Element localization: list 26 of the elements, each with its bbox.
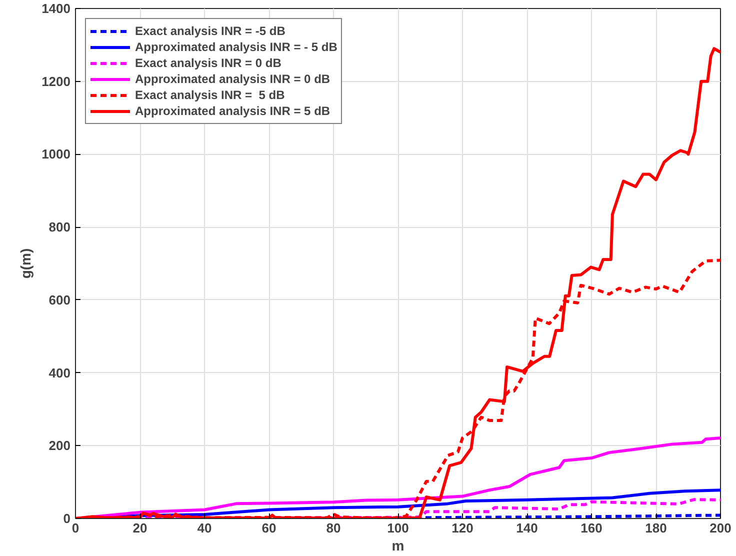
y-tick-label: 1000 xyxy=(42,146,70,162)
y-tick-label: 400 xyxy=(48,365,71,380)
y-tick-label: 1400 xyxy=(42,1,70,16)
y-axis-title: g(m) xyxy=(18,248,34,279)
legend-label: Approximated analysis INR = 0 dB xyxy=(135,72,330,86)
legend-label: Exact analysis INR = -5 dB xyxy=(135,24,286,38)
x-tick-label: 80 xyxy=(326,520,341,536)
x-tick-label: 120 xyxy=(452,520,474,536)
y-tick-label: 200 xyxy=(48,438,71,454)
legend-label: Exact analysis INR = 5 dB xyxy=(135,88,285,102)
x-tick-label: 20 xyxy=(132,520,148,536)
y-tick-label: 0 xyxy=(63,511,71,526)
x-tick-label: 160 xyxy=(580,520,602,536)
y-tick-label: 1200 xyxy=(42,74,70,89)
x-tick-label: 40 xyxy=(197,520,212,536)
x-tick-label: 100 xyxy=(387,520,409,536)
legend-label: Exact analysis INR = 0 dB xyxy=(135,56,282,70)
y-tick-label: 800 xyxy=(48,220,71,235)
x-tick-label: 60 xyxy=(262,520,276,536)
x-tick-label: 200 xyxy=(710,520,732,536)
x-axis-title: m xyxy=(392,538,404,554)
x-tick-label: 180 xyxy=(645,520,667,536)
legend-label: Approximated analysis INR = 5 dB xyxy=(135,104,330,118)
y-tick-label: 600 xyxy=(48,292,71,308)
x-tick-label: 140 xyxy=(516,520,538,536)
legend-label: Approximated analysis INR = - 5 dB xyxy=(135,40,338,54)
